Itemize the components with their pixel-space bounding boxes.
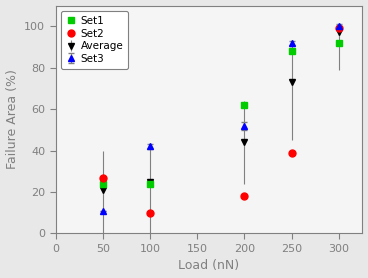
Line: Set1: Set1: [99, 39, 342, 187]
Set1: [242, 103, 247, 107]
Set2: [337, 27, 341, 30]
Legend: Set1, Set2, Average, Set3: Set1, Set2, Average, Set3: [61, 11, 128, 69]
Set2: [289, 151, 294, 154]
Set2: [242, 195, 247, 198]
Set2: [148, 211, 152, 214]
Set2: [100, 176, 105, 179]
Y-axis label: Failure Area (%): Failure Area (%): [6, 70, 18, 170]
Set1: [100, 182, 105, 185]
Set1: [148, 182, 152, 185]
Line: Set2: Set2: [99, 25, 342, 216]
Set1: [289, 49, 294, 53]
X-axis label: Load (nN): Load (nN): [178, 259, 240, 272]
Set1: [337, 41, 341, 44]
